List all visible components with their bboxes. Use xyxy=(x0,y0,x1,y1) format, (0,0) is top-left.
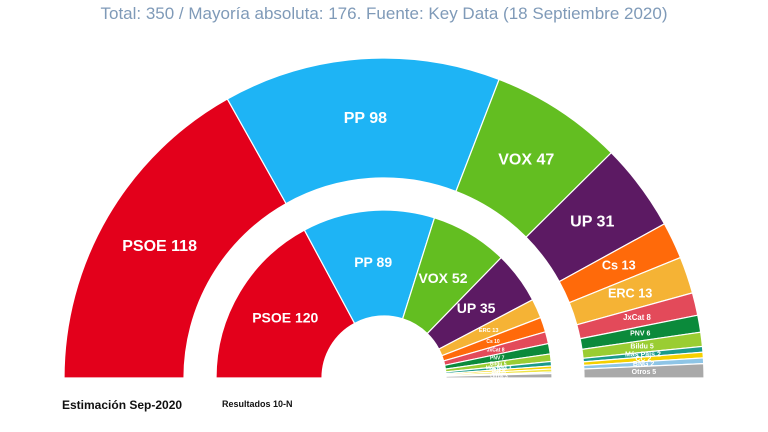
inner-slice-otros-3 xyxy=(445,372,553,379)
outer-label-pp-98: PP 98 xyxy=(344,110,387,127)
inner-label-pnv-7: PNV 7 xyxy=(490,355,505,361)
outer-slice-psoe-118 xyxy=(63,98,287,379)
outer-label-bildu-5: Bildu 5 xyxy=(630,343,653,350)
inner-label-jxcat-8: JxCat 8 xyxy=(487,348,505,354)
chart-subtitle: Total: 350 / Mayoría absoluta: 176. Fuen… xyxy=(100,4,668,23)
seat-labels: PSOE 118 PP 98 VOX 47 UP 31 Cs 13 ERC 13 JxCat… xyxy=(122,110,661,380)
outer-label-erc-13: ERC 13 xyxy=(608,287,652,301)
inner-label-pp-89: PP 89 xyxy=(354,254,392,270)
outer-label-mas-pais-2: Más País 2 xyxy=(625,352,661,359)
inner-slice-pp-89 xyxy=(303,209,436,325)
outer-label-vox-47: VOX 47 xyxy=(498,152,554,169)
inner-label-psoe-120: PSOE 120 xyxy=(252,310,318,326)
outer-label-pnv-6: PNV 6 xyxy=(630,331,650,338)
inner-label-otros-3: Otros 3 xyxy=(490,374,508,380)
inner-label-bng-1: BNG 1 xyxy=(491,372,507,378)
inner-label-erc-13: ERC 13 xyxy=(479,328,499,334)
inner-label-up-35: UP 35 xyxy=(457,300,496,316)
outer-label-cc-2: CC 2 xyxy=(635,356,651,363)
inner-ring-caption: Resultados 10-N xyxy=(222,399,293,409)
outer-slice-otros-5 xyxy=(583,363,705,379)
inner-label-cs-10: Cs 10 xyxy=(486,339,500,345)
outer-ring-caption: Estimación Sep-2020 xyxy=(62,398,183,412)
inner-label-vox-52: VOX 52 xyxy=(418,270,467,286)
outer-label-jxcat-8: JxCat 8 xyxy=(623,313,651,322)
outer-label-cs-13: Cs 13 xyxy=(602,259,636,273)
inner-label-cc-2: CC 2 xyxy=(493,370,505,376)
outer-label-otros-5: Otros 5 xyxy=(632,369,657,376)
inner-ring-results xyxy=(215,209,553,379)
outer-label-psoe-118: PSOE 118 xyxy=(122,238,197,255)
inner-label-cup-2: CUP 2 xyxy=(491,368,506,374)
inner-label-mas-pais-3: Más País 3 xyxy=(486,366,512,372)
outer-label-bng-2: BNG 2 xyxy=(633,361,655,368)
inner-label-bildu-5: Bildu 5 xyxy=(490,361,507,367)
outer-ring-estimation xyxy=(63,57,705,379)
outer-label-up-31: UP 31 xyxy=(570,214,614,231)
inner-slice-psoe-120 xyxy=(215,229,356,379)
